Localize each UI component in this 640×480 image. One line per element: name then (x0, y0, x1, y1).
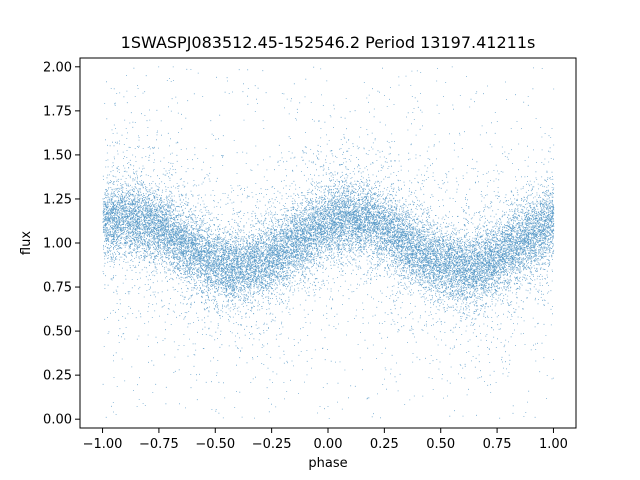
x-tick-label: −1.00 (83, 437, 123, 452)
x-tick-label: 0.00 (314, 437, 343, 452)
x-tick-label: −0.50 (195, 437, 235, 452)
y-tick-label: 1.00 (43, 237, 72, 252)
x-tick-label: 0.75 (483, 437, 512, 452)
x-tick-label: 0.50 (426, 437, 455, 452)
x-tick-label: −0.25 (252, 437, 292, 452)
x-axis-label: phase (308, 456, 347, 471)
plot-frame (79, 57, 577, 429)
y-tick-label: 2.00 (43, 60, 72, 75)
y-tick-label: 0.50 (43, 325, 72, 340)
y-tick-label: 0.00 (43, 413, 72, 428)
scatter-points (102, 66, 555, 419)
y-axis-label: flux (19, 231, 34, 255)
x-tick-label: −0.75 (139, 437, 179, 452)
x-axis-ticks: −1.00 −0.75 −0.50 −0.25 0.00 0.25 0.50 0.75 1.00 (83, 428, 568, 452)
x-tick-label: 1.00 (539, 437, 568, 452)
y-tick-label: 0.25 (43, 369, 72, 384)
y-tick-label: 1.25 (43, 192, 72, 207)
y-tick-label: 0.75 (43, 281, 72, 296)
chart-title: 1SWASPJ083512.45-152546.2 Period 13197.4… (121, 33, 536, 52)
y-axis-ticks: 0.00 0.25 0.50 0.75 1.00 1.25 1.50 1.75 2.00 (43, 60, 80, 428)
y-tick-label: 1.75 (43, 104, 72, 119)
y-tick-label: 1.50 (43, 148, 72, 163)
x-tick-label: 0.25 (370, 437, 399, 452)
data-points (102, 66, 555, 419)
